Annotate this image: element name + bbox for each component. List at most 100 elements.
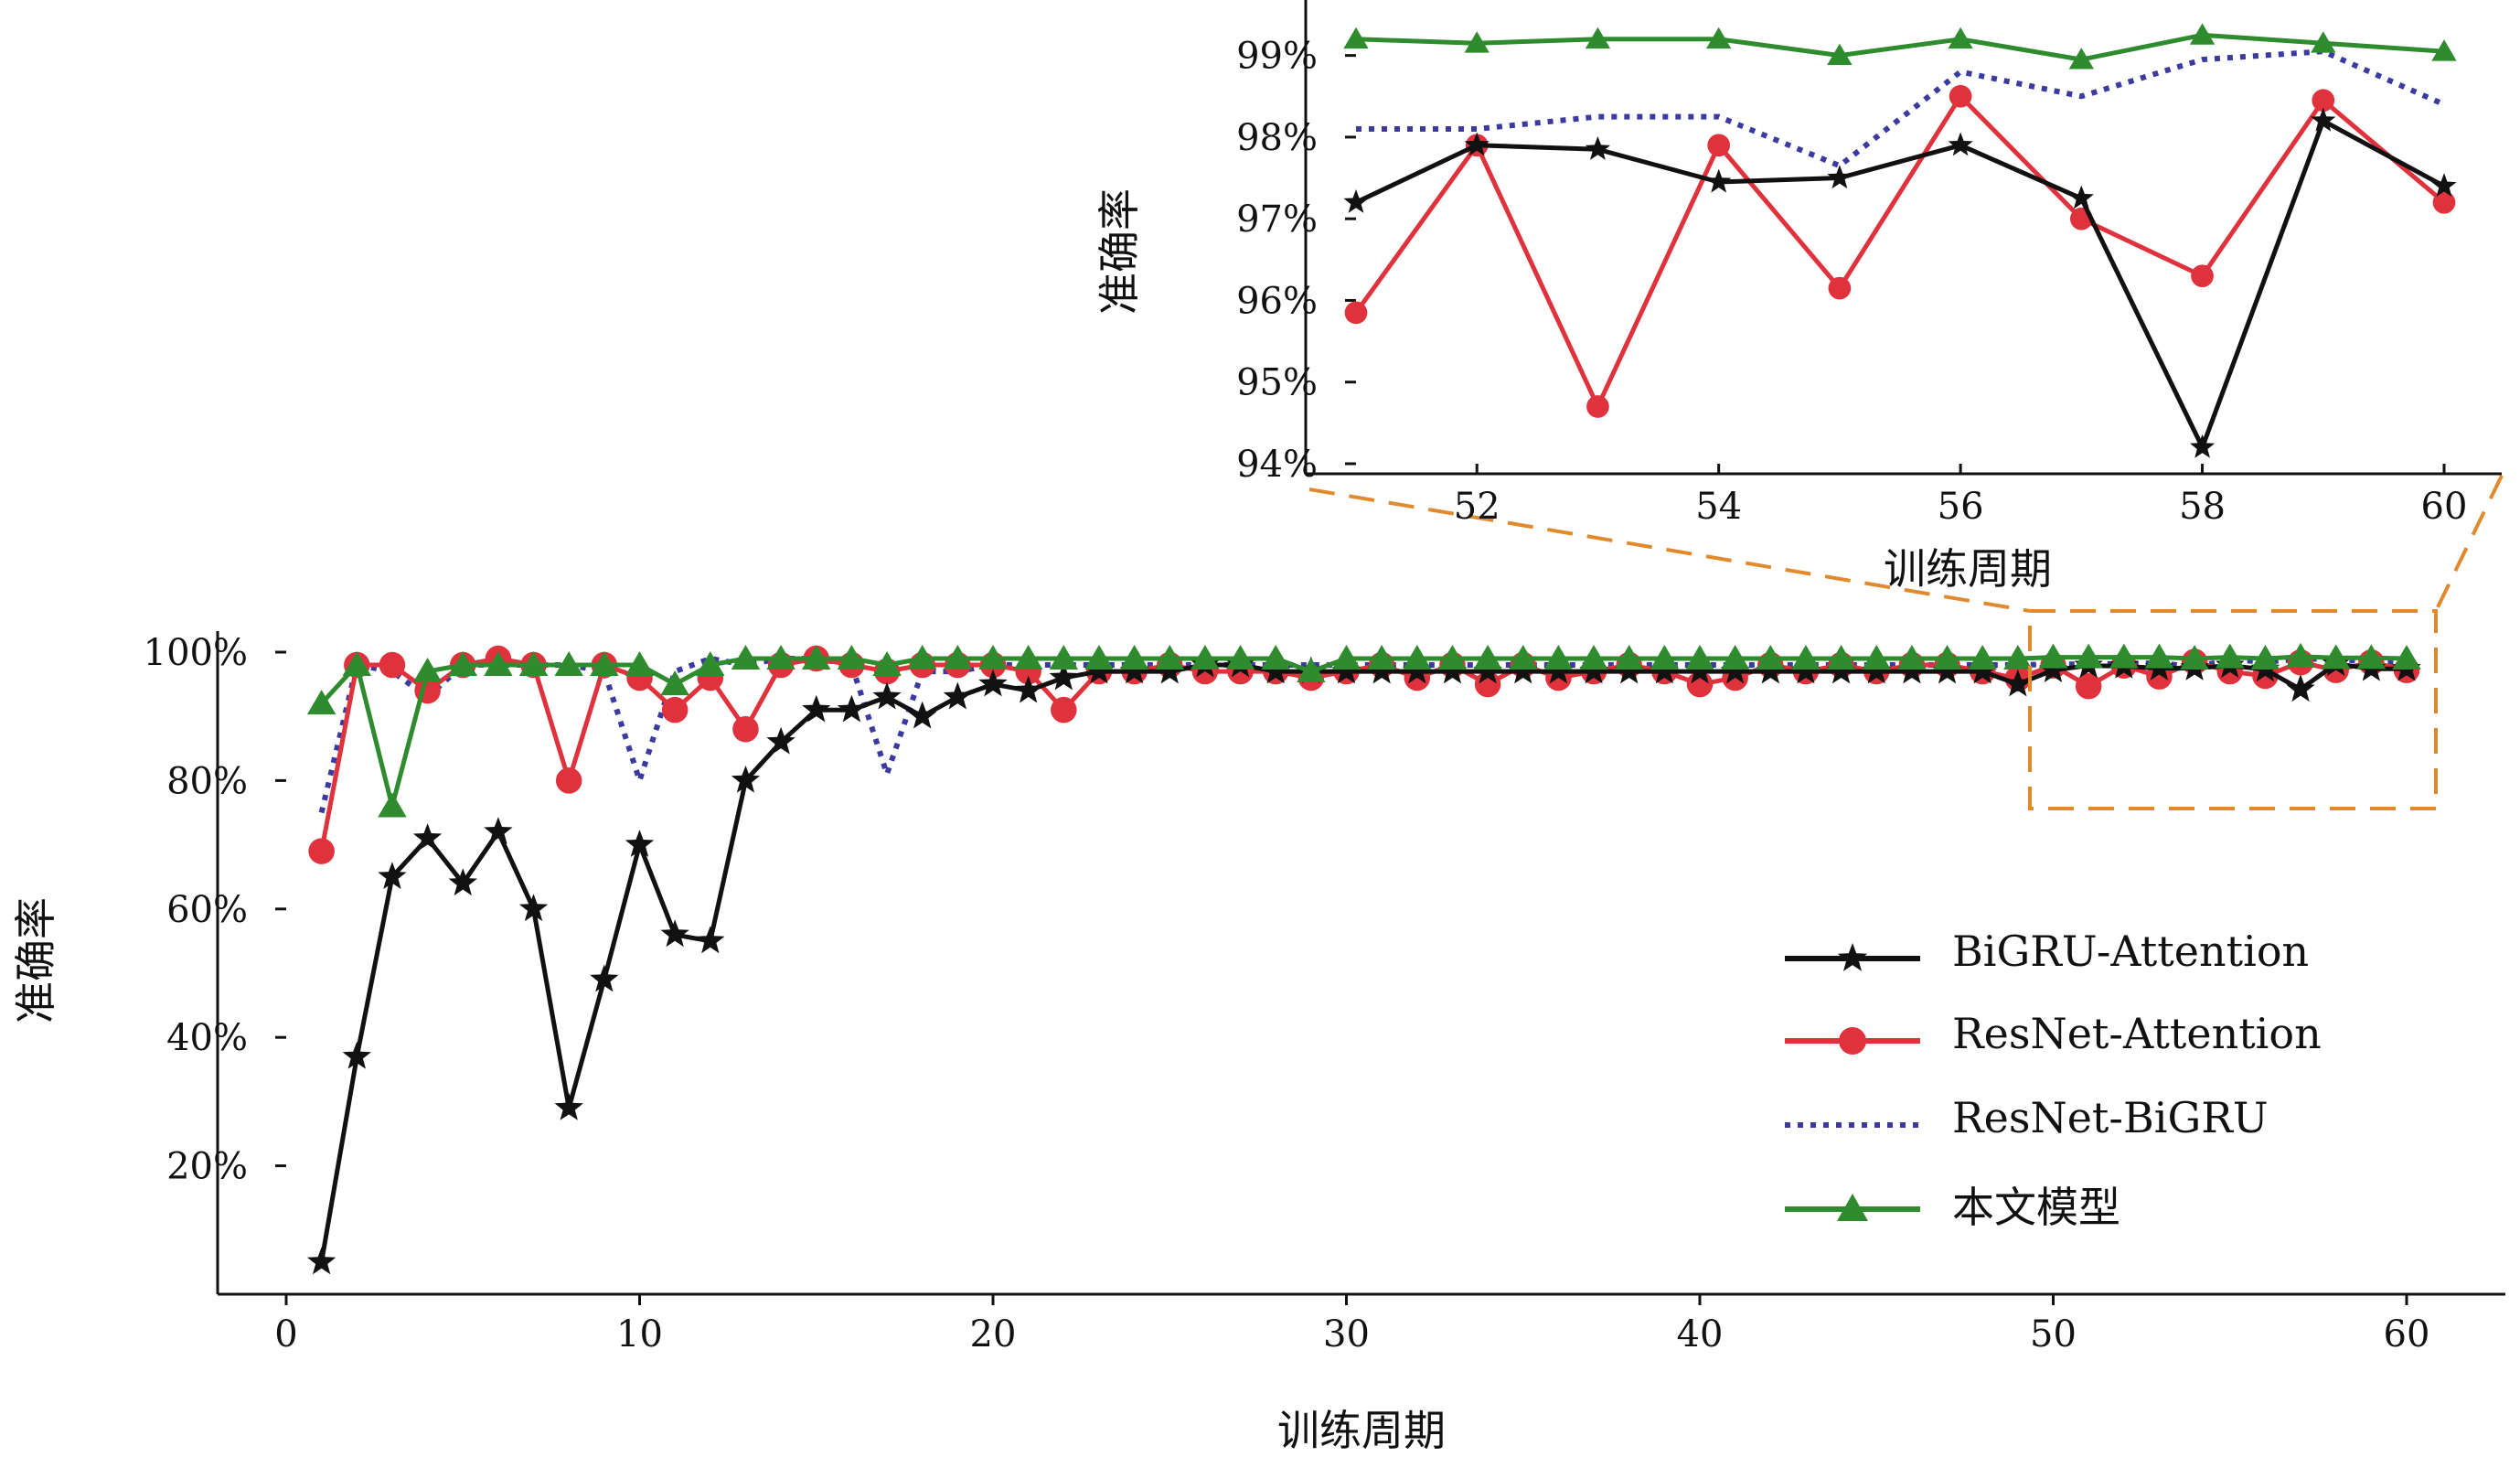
main-y-tick-label: 40% xyxy=(166,1017,248,1059)
main-point-ours xyxy=(2074,643,2103,669)
inset-point-bigru-attention xyxy=(2190,434,2216,458)
main-point-resnet-attention xyxy=(2075,672,2102,700)
main-point-ours xyxy=(766,645,796,670)
inset-y-tick-label: 99% xyxy=(1236,36,1318,78)
main-point-ours xyxy=(306,690,336,715)
zoom-annotation xyxy=(1308,475,2504,810)
main-point-ours xyxy=(1579,645,1608,670)
main-x-tick-label: 20 xyxy=(970,1313,1017,1355)
main-point-ours xyxy=(1403,645,1432,670)
inset-point-bigru-attention xyxy=(2431,173,2457,197)
inset-series-bigru-attention xyxy=(1343,107,2457,458)
main-point-ours xyxy=(1509,645,1538,670)
main-point-bigru-attention xyxy=(660,919,689,948)
legend-item-resnet-attention: ResNet-Attention xyxy=(1785,1009,2322,1058)
main-point-bigru-attention xyxy=(837,694,867,723)
main-point-bigru-attention xyxy=(1615,656,1644,684)
main-point-ours xyxy=(412,658,443,683)
main-point-bigru-attention xyxy=(2286,674,2315,702)
main-point-ours xyxy=(2180,645,2209,670)
main-axes xyxy=(216,631,2505,1296)
inset-point-ours xyxy=(2189,23,2216,45)
main-point-ours xyxy=(2250,645,2280,670)
main-x-tick-label: 60 xyxy=(2384,1313,2430,1355)
inset-series-resnet-bigru xyxy=(1356,48,2446,169)
main-point-bigru-attention xyxy=(696,926,725,954)
main-point-bigru-attention xyxy=(1473,656,1502,684)
main-y-tick-label: 60% xyxy=(166,889,248,931)
inset-ticks: 52 54 56 58 60 94% 95% 96% 97% 98% 99% xyxy=(1236,36,2467,528)
inset-y-tick-label: 96% xyxy=(1236,280,1318,322)
inset-point-bigru-attention xyxy=(1706,168,1732,193)
inset-point-bigru-attention xyxy=(2068,185,2094,209)
legend-marker-resnet-attention xyxy=(1839,1027,1866,1055)
main-y-tick-label: 100% xyxy=(144,632,248,674)
main-point-ours xyxy=(518,651,549,677)
inset-line-ours xyxy=(1355,32,2445,62)
inset-point-ours xyxy=(1827,43,1853,66)
main-point-ours xyxy=(802,645,831,670)
legend-marker-ours xyxy=(1837,1194,1868,1221)
main-point-ours xyxy=(2321,644,2351,670)
main-x-tick-label: 30 xyxy=(1323,1313,1370,1355)
inset-point-resnet-attention xyxy=(1344,301,1368,325)
main-point-ours xyxy=(2286,642,2315,668)
main-point-ours xyxy=(1862,645,1891,670)
main-point-resnet-attention xyxy=(379,651,406,679)
main-series xyxy=(306,642,2421,1275)
inset-point-resnet-attention xyxy=(1586,395,1609,418)
main-point-ours xyxy=(872,651,902,677)
main-point-ours xyxy=(1650,645,1680,670)
inset-point-resnet-attention xyxy=(2312,89,2335,113)
inset-point-bigru-attention xyxy=(1948,132,1973,156)
main-point-bigru-attention xyxy=(307,1247,336,1275)
main-x-tick-label: 0 xyxy=(274,1313,297,1355)
inset-series-ours xyxy=(1343,23,2457,70)
main-point-bigru-attention xyxy=(731,765,761,793)
main-point-bigru-attention xyxy=(554,1092,583,1120)
main-point-ours xyxy=(978,645,1008,670)
main-point-resnet-attention xyxy=(308,838,335,864)
main-point-ours xyxy=(484,651,513,677)
main-point-resnet-attention xyxy=(1051,696,1077,723)
inset-point-bigru-attention xyxy=(1343,189,1369,213)
main-point-bigru-attention xyxy=(590,964,619,992)
inset-y-tick-label: 98% xyxy=(1236,117,1318,159)
legend-item-ours: 本文模型 xyxy=(1785,1183,2120,1232)
main-point-ours xyxy=(2038,643,2068,669)
inset-point-bigru-attention xyxy=(1464,132,1490,156)
main-point-resnet-attention xyxy=(732,715,759,743)
inset-x-tick-label: 60 xyxy=(2421,486,2468,528)
main-point-bigru-attention xyxy=(518,894,549,922)
main-point-ours xyxy=(1720,645,1750,670)
main-point-bigru-attention xyxy=(1437,656,1468,684)
inset-x-tick-label: 56 xyxy=(1938,486,1984,528)
main-point-bigru-attention xyxy=(1509,656,1538,684)
main-point-bigru-attention xyxy=(872,681,902,710)
main-point-ours xyxy=(2356,644,2387,670)
inset-y-tick-label: 97% xyxy=(1236,198,1318,241)
main-y-tick-label: 80% xyxy=(166,760,248,802)
main-point-ours xyxy=(1756,645,1786,670)
main-series-ours xyxy=(306,642,2421,818)
main-point-ours xyxy=(1791,645,1821,670)
main-point-ours xyxy=(448,651,477,677)
legend-label-resnet-attention: ResNet-Attention xyxy=(1952,1009,2322,1058)
main-point-ours xyxy=(1968,645,1997,670)
main-point-bigru-attention xyxy=(802,694,831,723)
inset-x-axis-title: 训练周期 xyxy=(1884,544,2052,594)
inset-point-ours xyxy=(2311,31,2336,53)
main-point-bigru-attention xyxy=(1897,656,1927,684)
main-point-resnet-attention xyxy=(555,767,582,794)
main-point-ours xyxy=(837,645,867,670)
main-point-ours xyxy=(1049,645,1079,670)
main-point-bigru-attention xyxy=(1862,656,1891,684)
main-ticks: 0 10 20 30 40 50 60 20% 40% 60% 80% 100% xyxy=(144,632,2430,1355)
main-point-ours xyxy=(2216,643,2245,669)
main-point-bigru-attention xyxy=(1014,675,1043,703)
legend-label-resnet-bigru: ResNet-BiGRU xyxy=(1952,1093,2269,1142)
main-point-bigru-attention xyxy=(342,1041,371,1069)
inset-point-ours xyxy=(2431,39,2457,61)
legend: BiGRU-Attention ResNet-Attention ResNet-… xyxy=(1785,927,2322,1232)
